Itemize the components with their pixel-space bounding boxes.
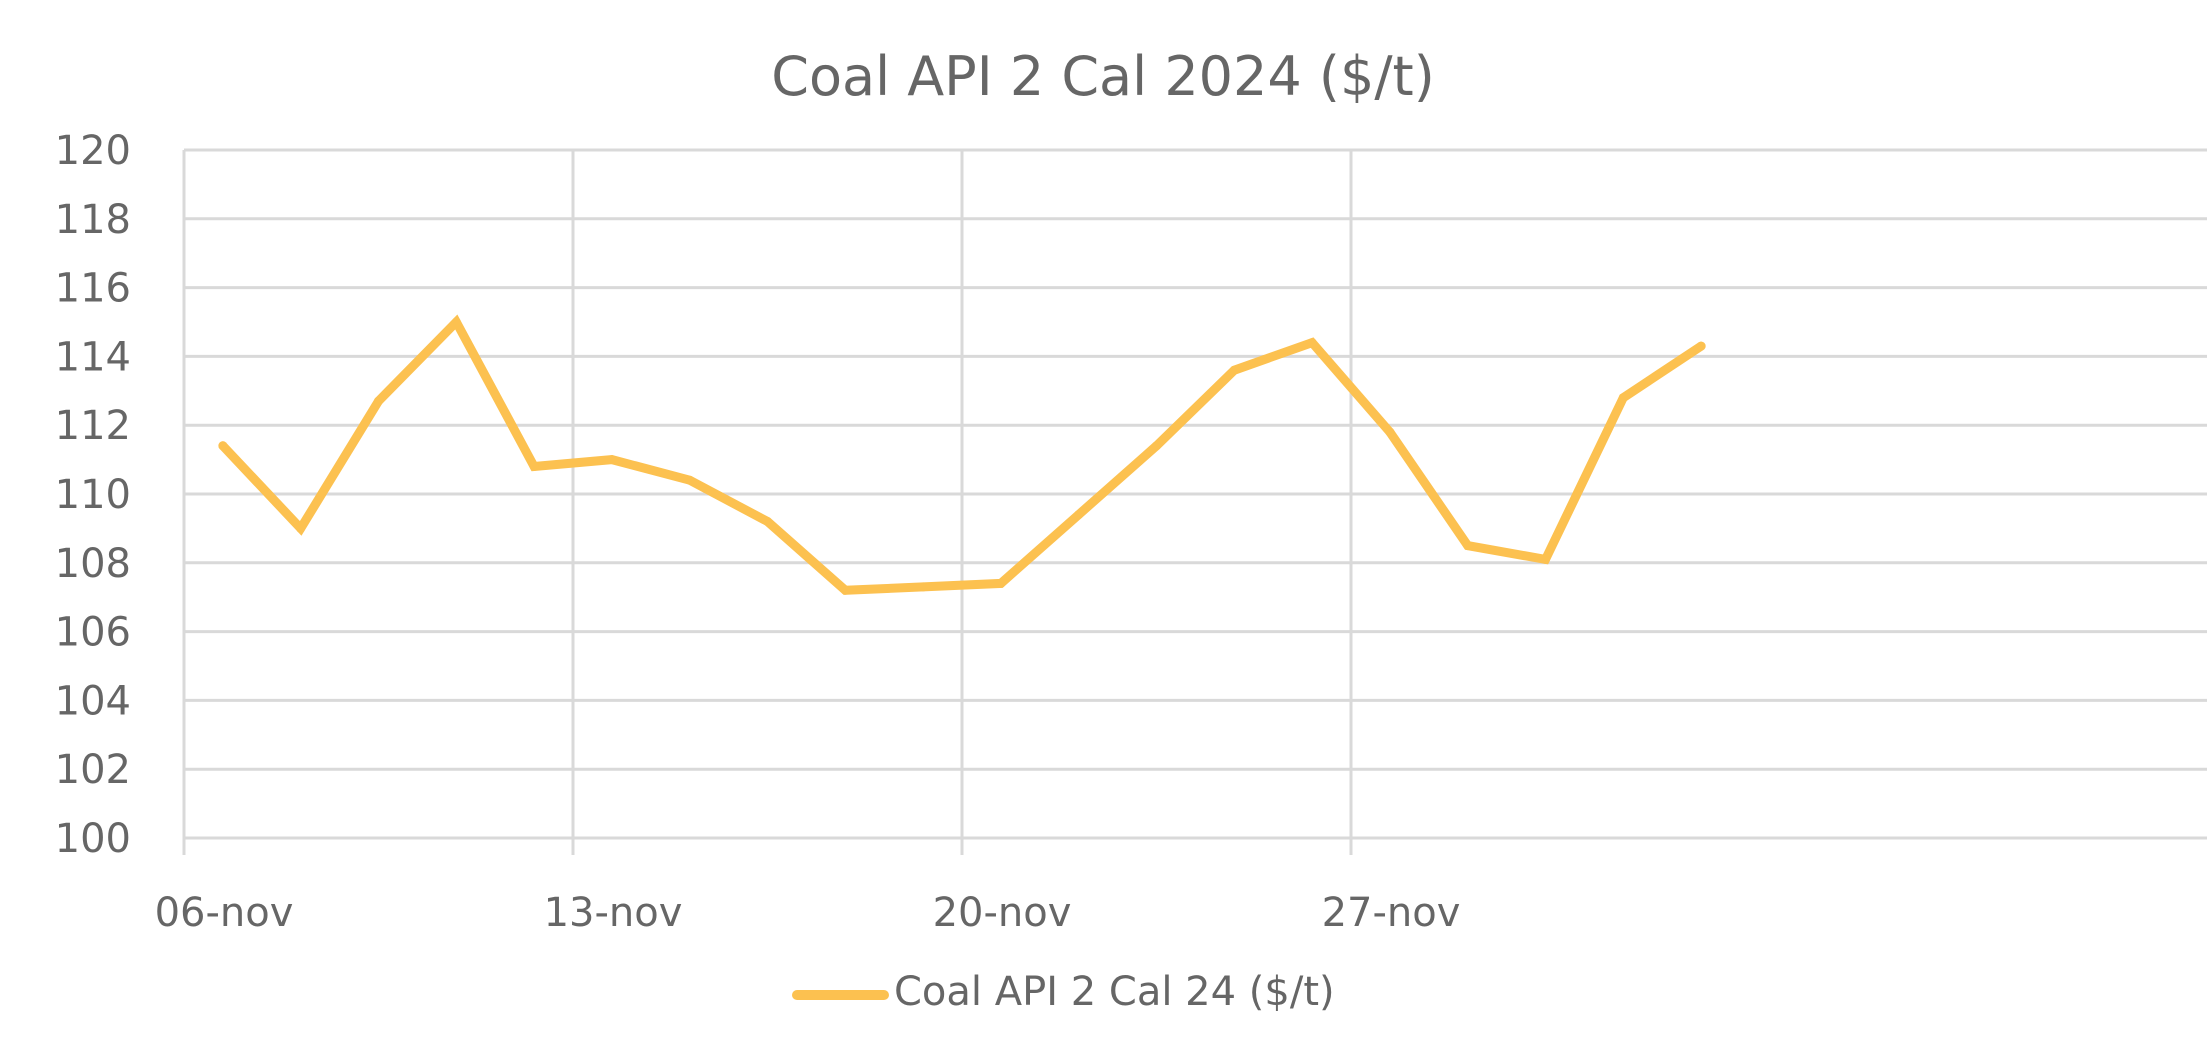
y-tick-label: 112 — [55, 403, 131, 449]
data-point — [1541, 554, 1550, 564]
data-point — [763, 517, 772, 526]
data-point — [529, 462, 539, 471]
x-tick-label: 06-nov — [155, 890, 294, 936]
y-tick-label: 102 — [55, 747, 131, 793]
data-point — [451, 317, 461, 327]
y-tick-label: 114 — [55, 334, 131, 380]
data-point — [607, 455, 617, 465]
data-point — [918, 582, 928, 592]
data-point — [1229, 365, 1239, 375]
data-point — [1307, 338, 1317, 348]
data-point — [374, 396, 383, 406]
axis-layer: 100 102 104 106 108 110 112 114 116 118 120 06-nov 1… — [55, 128, 1461, 936]
y-tick-label: 106 — [55, 610, 131, 656]
data-point — [1152, 441, 1161, 451]
data-point — [685, 475, 695, 485]
data-point — [1385, 427, 1395, 437]
x-tick-label: 20-nov — [933, 890, 1072, 936]
series-layer — [218, 314, 1706, 595]
y-tick-label: 104 — [55, 678, 131, 724]
data-point — [1463, 541, 1473, 551]
y-tick-label: 108 — [55, 541, 131, 587]
grid-layer — [182, 148, 2207, 840]
data-point — [1618, 393, 1628, 403]
data-point — [996, 578, 1006, 588]
legend: Coal API 2 Cal 24 ($/t) — [792, 969, 1335, 1015]
y-tick-label: 116 — [55, 266, 131, 312]
data-point — [1074, 510, 1084, 520]
y-tick-label: 100 — [55, 816, 131, 862]
x-tick-label: 27-nov — [1322, 890, 1461, 936]
y-tick-label: 120 — [55, 128, 131, 174]
x-tick-label: 13-nov — [544, 890, 683, 936]
legend-label: Coal API 2 Cal 24 ($/t) — [894, 969, 1335, 1015]
chart-title: Coal API 2 Cal 2024 ($/t) — [771, 45, 1435, 108]
data-point — [1696, 341, 1706, 351]
data-point — [218, 441, 228, 451]
data-point — [296, 523, 306, 533]
y-tick-label: 110 — [55, 472, 131, 518]
y-tick-label: 118 — [55, 197, 131, 243]
series-line — [218, 314, 1706, 595]
data-point — [840, 585, 850, 595]
